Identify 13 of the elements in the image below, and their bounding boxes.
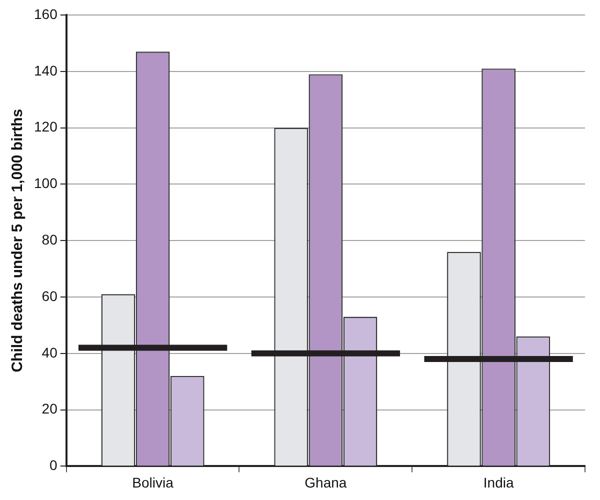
x-tick-label: Bolivia (132, 474, 174, 490)
y-tick-label: 40 (42, 344, 58, 360)
y-tick-label: 140 (34, 62, 58, 78)
y-tick-label: 20 (42, 400, 58, 417)
x-tick-label: India (483, 474, 514, 490)
y-tick-label: 60 (42, 288, 58, 304)
y-tick-label: 100 (34, 175, 58, 192)
y-axis-title: Child deaths under 5 per 1,000 births (9, 108, 26, 372)
y-tick-label: 0 (50, 457, 58, 474)
y-tick-label: 120 (34, 118, 58, 135)
x-tick-label: Ghana (304, 474, 347, 490)
y-tick-label: 160 (34, 6, 58, 22)
y-tick-label: 80 (42, 231, 58, 248)
